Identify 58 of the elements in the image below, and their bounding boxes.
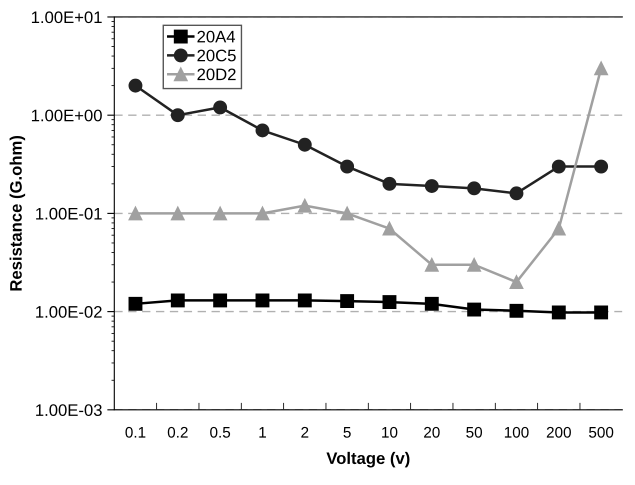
point	[424, 179, 439, 193]
point	[424, 258, 439, 272]
y-tick-label: 1.00E-03	[36, 404, 102, 416]
point	[256, 206, 270, 220]
point	[552, 160, 566, 174]
point	[552, 222, 566, 236]
point	[170, 293, 185, 308]
point	[128, 206, 142, 220]
point	[256, 293, 270, 308]
x-tick-label: 500	[589, 426, 614, 438]
point	[340, 206, 354, 220]
x-tick-label: 1	[259, 427, 266, 438]
x-tick-label: 5	[343, 427, 351, 438]
point	[510, 304, 524, 318]
legend-label: 20C5	[197, 50, 236, 62]
y-tick-label: 1.00E-02	[36, 306, 102, 318]
point	[298, 293, 312, 308]
point	[594, 160, 608, 174]
legend-label: 20A4	[197, 30, 236, 43]
point	[170, 206, 185, 220]
point	[382, 222, 396, 236]
y-tick-label: 1.00E-01	[36, 208, 102, 220]
x-tick-label: 20	[424, 426, 440, 438]
point	[298, 138, 312, 152]
point	[552, 306, 566, 320]
legend-label: 20D2	[197, 68, 236, 80]
point	[256, 123, 270, 138]
point	[213, 206, 228, 220]
point	[213, 293, 228, 308]
y-axis-title: Resistance (G.ohm)	[10, 136, 26, 291]
y-tick-label: 1.00E+00	[32, 110, 102, 122]
x-axis-title: Voltage (v)	[326, 452, 410, 468]
x-tick-label: 200	[546, 426, 571, 438]
x-tick-label: 100	[504, 426, 529, 438]
point	[594, 61, 608, 76]
x-tick-label: 0.2	[168, 426, 188, 438]
point	[170, 108, 185, 122]
point	[382, 295, 396, 310]
point	[340, 294, 354, 308]
point	[467, 258, 482, 272]
x-tick-label: 2	[301, 426, 308, 438]
point	[382, 176, 396, 191]
point	[467, 302, 482, 316]
x-tick-label: 0.5	[210, 426, 230, 438]
point	[128, 78, 142, 93]
point	[213, 100, 228, 114]
point	[298, 198, 312, 213]
point	[128, 296, 142, 311]
x-tick-label: 0.1	[125, 426, 146, 438]
point	[594, 306, 608, 320]
point	[510, 186, 524, 200]
point	[424, 296, 439, 311]
x-tick-label: 50	[466, 426, 482, 438]
point	[340, 160, 354, 174]
point	[467, 181, 482, 196]
y-tick-label: 1.00E+01	[32, 11, 102, 24]
x-tick-label: 10	[382, 426, 398, 438]
point	[510, 275, 524, 289]
